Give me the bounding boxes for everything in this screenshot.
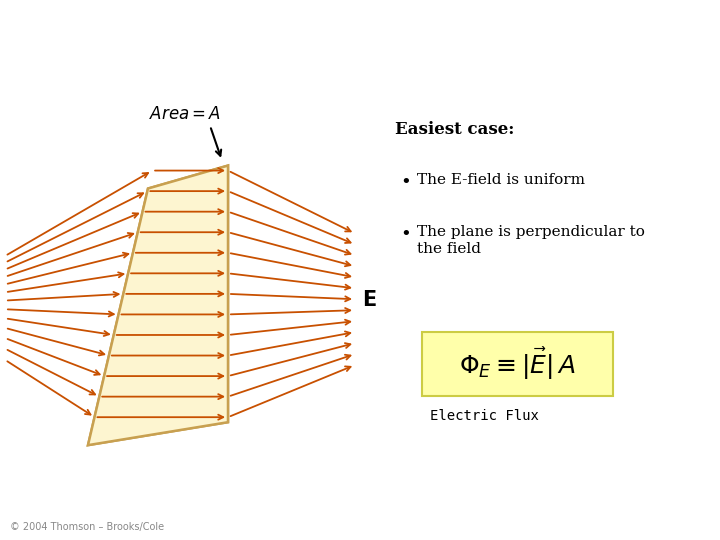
Text: •: •: [400, 173, 410, 191]
Text: – Case 1: – Case 1: [351, 36, 440, 55]
FancyBboxPatch shape: [422, 332, 613, 396]
Text: © 2004 Thomson – Brooks/Cole: © 2004 Thomson – Brooks/Cole: [10, 522, 164, 532]
Text: Electric Flux: Electric Flux: [430, 409, 539, 423]
Text: Ch 24.1 – Electric Flux: Ch 24.1 – Electric Flux: [13, 31, 357, 59]
Polygon shape: [88, 166, 228, 445]
Text: $\Phi_E \equiv |\vec{E}|\,A$: $\Phi_E \equiv |\vec{E}|\,A$: [459, 346, 576, 382]
Text: Easiest case:: Easiest case:: [395, 120, 514, 138]
Text: •: •: [400, 226, 410, 244]
Text: The E-field is uniform: The E-field is uniform: [417, 173, 585, 186]
Text: $\mathit{Area} = A$: $\mathit{Area} = A$: [149, 105, 221, 123]
Text: The plane is perpendicular to
the field: The plane is perpendicular to the field: [417, 226, 645, 255]
Text: $\mathbf{E}$: $\mathbf{E}$: [362, 291, 377, 310]
Polygon shape: [88, 166, 228, 445]
